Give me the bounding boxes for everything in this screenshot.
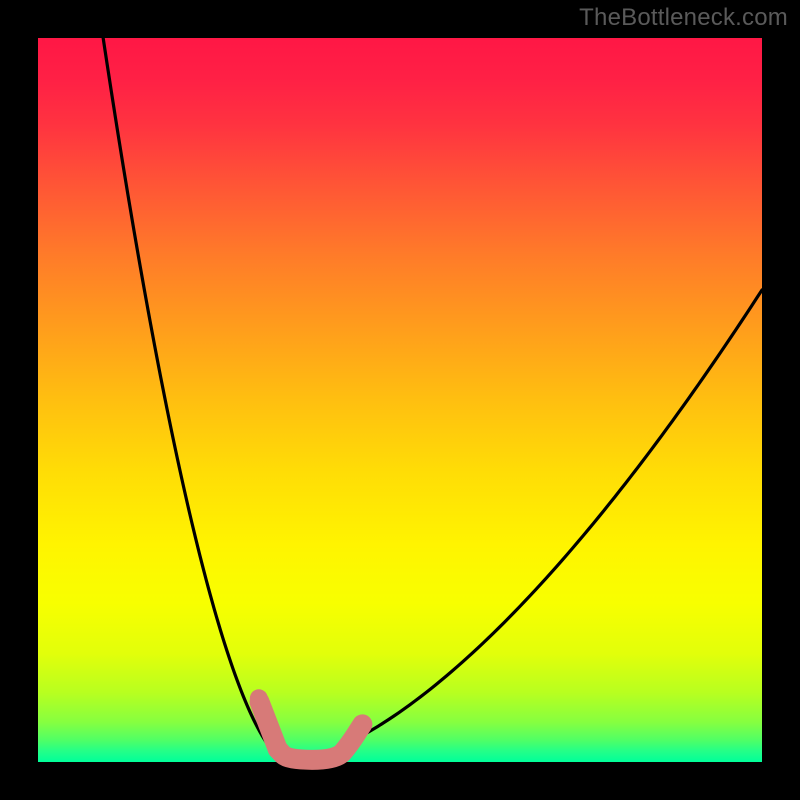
bottleneck-chart	[0, 0, 800, 800]
chart-container: TheBottleneck.com	[0, 0, 800, 800]
watermark-text: TheBottleneck.com	[579, 4, 788, 32]
accent-dot	[250, 689, 268, 707]
plot-background	[38, 38, 762, 762]
